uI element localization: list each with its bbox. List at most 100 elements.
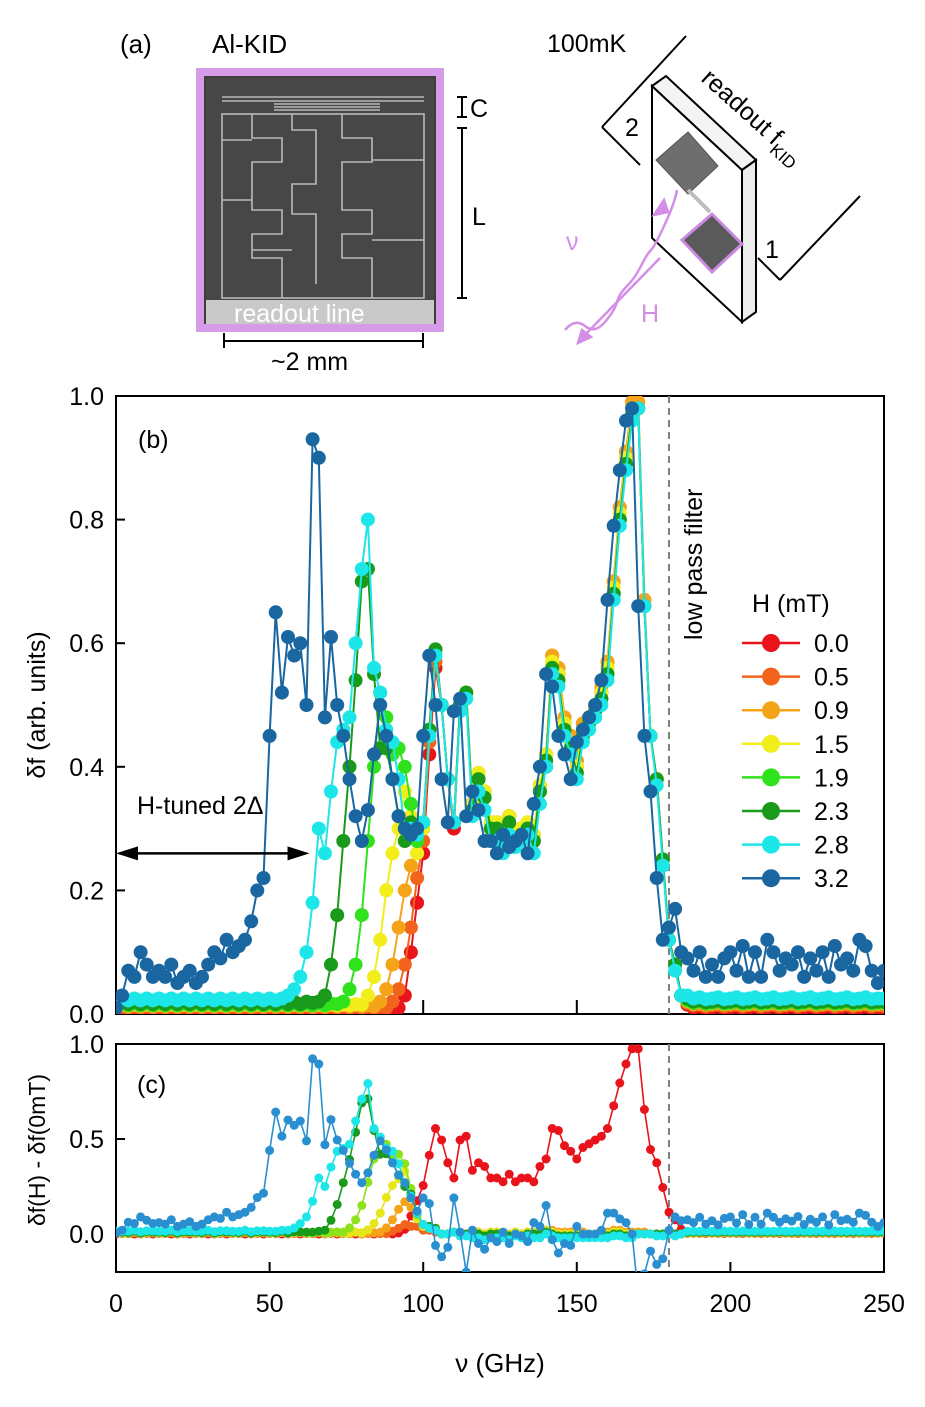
data-point	[213, 951, 228, 966]
diff-point	[547, 1235, 557, 1245]
diff-point	[664, 1225, 674, 1235]
diff-point	[363, 1225, 373, 1235]
data-point	[336, 834, 351, 848]
diff-point	[768, 1212, 778, 1222]
diff-point	[529, 1177, 539, 1187]
diff-point	[799, 1226, 809, 1236]
data-point	[287, 648, 302, 663]
data-point	[680, 951, 695, 966]
data-point	[127, 969, 142, 984]
data-point	[317, 846, 332, 861]
data-point	[711, 969, 726, 984]
data-point	[563, 772, 578, 787]
diff-point	[818, 1212, 828, 1222]
diff-point	[633, 1044, 643, 1054]
series-3.2	[116, 401, 884, 1014]
diff-point	[369, 1124, 379, 1133]
diff-point	[308, 1196, 318, 1206]
legend-item-3.2: 3.2	[742, 865, 849, 893]
data-point	[858, 939, 873, 953]
diff-point	[400, 1159, 410, 1169]
diff-point	[658, 1183, 668, 1192]
panel-b-ylabel: δf (arb. units)	[23, 631, 51, 778]
capacitor-label: C	[470, 95, 488, 123]
data-point	[539, 667, 554, 682]
data-point	[446, 704, 461, 719]
data-point	[116, 1000, 123, 1014]
data-point	[342, 982, 357, 997]
data-point	[367, 660, 381, 675]
diff-point	[738, 1210, 748, 1220]
diff-point	[338, 1145, 348, 1155]
diff-point	[627, 1229, 637, 1239]
diff-point	[504, 1169, 514, 1179]
chip-micrograph	[196, 68, 444, 332]
diff-point	[246, 1202, 256, 1212]
data-point	[385, 994, 400, 1009]
data-point	[336, 994, 351, 1009]
data-point	[569, 735, 584, 750]
data-point	[354, 834, 369, 848]
data-point	[367, 969, 381, 984]
data-point	[649, 871, 664, 885]
data-point	[619, 413, 633, 428]
data-point	[440, 815, 455, 830]
data-point	[416, 728, 431, 743]
diff-point	[314, 1059, 324, 1069]
data-point	[766, 945, 781, 960]
data-point	[686, 963, 701, 978]
data-point	[244, 914, 259, 929]
diff-point	[799, 1220, 809, 1229]
port-2-label: 2	[625, 114, 639, 142]
diff-point	[664, 1207, 674, 1217]
data-point	[735, 939, 750, 953]
h-tuned-arrow-head-left	[116, 846, 138, 861]
legend-marker	[762, 869, 780, 888]
data-point	[723, 945, 738, 960]
panel-b-ytick-label: 0.8	[69, 507, 104, 535]
chip-title: Al-KID	[212, 29, 287, 59]
data-point	[612, 463, 627, 478]
h-tuned-arrow	[116, 846, 310, 861]
legend-label: 0.5	[814, 664, 849, 692]
legend-item-1.9: 1.9	[742, 764, 849, 792]
diff-point	[535, 1221, 545, 1231]
data-point	[631, 599, 646, 614]
panel-c-yticks: 0.0 0.5 1.0	[69, 1031, 125, 1249]
legend-marker	[762, 634, 780, 652]
data-point	[840, 951, 855, 966]
diff-series-1.9	[116, 1132, 884, 1241]
diff-point	[566, 1146, 576, 1156]
data-point	[158, 969, 173, 984]
data-point	[422, 648, 437, 663]
data-point	[317, 988, 332, 1003]
x-tick-label: 200	[710, 1290, 752, 1318]
data-point	[360, 803, 375, 818]
data-point	[434, 772, 449, 787]
h-tuned-arrow-head-right	[287, 846, 310, 861]
panel-c-ytick-label: 0.5	[69, 1126, 104, 1154]
data-point	[760, 932, 775, 947]
diff-point	[467, 1225, 477, 1235]
data-point	[655, 858, 670, 873]
diff-point	[854, 1226, 864, 1236]
data-point	[465, 784, 480, 799]
diff-point	[388, 1158, 397, 1168]
diff-point	[596, 1225, 606, 1235]
data-point	[471, 772, 486, 787]
legend-marker	[762, 768, 780, 787]
diff-point	[879, 1218, 884, 1228]
diff-point	[498, 1177, 508, 1187]
panel-c-label: (c)	[137, 1071, 166, 1099]
data-point	[373, 685, 388, 700]
data-point	[655, 932, 670, 947]
data-point	[815, 945, 830, 960]
data-point	[410, 871, 425, 885]
diff-line	[116, 1048, 884, 1235]
data-point	[195, 969, 209, 984]
diff-point	[369, 1219, 379, 1228]
diff-point	[363, 1168, 373, 1178]
diff-point	[652, 1158, 662, 1168]
data-point	[330, 908, 345, 923]
